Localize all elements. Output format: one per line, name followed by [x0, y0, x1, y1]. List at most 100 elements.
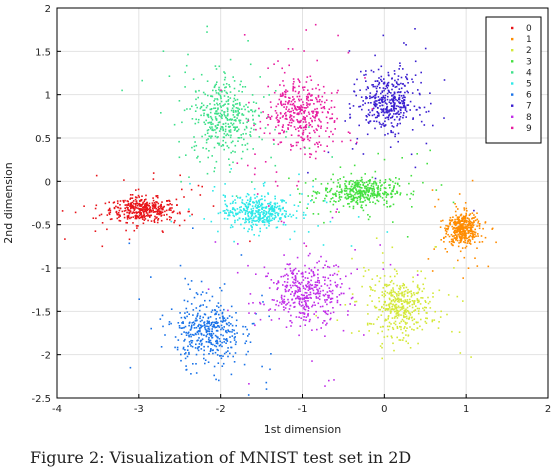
data-point — [240, 80, 242, 83]
data-point — [256, 224, 258, 226]
data-point — [137, 216, 140, 219]
data-point — [361, 207, 363, 209]
data-point — [229, 58, 232, 61]
data-point — [403, 290, 406, 293]
data-point — [222, 144, 224, 146]
data-point — [284, 268, 287, 270]
data-point — [371, 300, 373, 302]
data-point — [187, 283, 190, 286]
data-point — [256, 207, 258, 209]
data-point — [390, 292, 392, 295]
data-point — [452, 238, 454, 241]
data-point — [399, 193, 401, 196]
data-point — [303, 308, 306, 310]
data-point — [384, 102, 387, 104]
data-point — [130, 202, 132, 204]
data-point — [202, 104, 205, 107]
data-point — [228, 84, 230, 86]
data-point — [199, 340, 202, 343]
data-point — [163, 214, 165, 216]
data-point — [246, 142, 249, 145]
data-point — [197, 325, 200, 327]
data-point — [462, 241, 465, 243]
data-point — [369, 97, 371, 100]
data-point — [410, 295, 413, 298]
data-point — [150, 276, 152, 278]
data-point — [396, 123, 399, 125]
data-point — [258, 213, 260, 216]
data-point — [412, 81, 414, 83]
data-point — [330, 290, 332, 293]
data-point — [256, 195, 258, 198]
data-point — [170, 220, 173, 223]
data-point — [292, 281, 294, 283]
data-point — [390, 299, 393, 302]
data-point — [349, 196, 352, 198]
data-point — [452, 216, 454, 218]
data-point — [277, 280, 280, 282]
data-point — [223, 111, 225, 113]
data-point — [229, 210, 232, 212]
data-point — [214, 344, 216, 347]
data-point — [400, 320, 403, 323]
data-point — [270, 279, 273, 281]
data-point — [272, 210, 275, 213]
data-point — [393, 308, 396, 310]
data-point — [107, 209, 110, 212]
data-point — [293, 104, 295, 107]
data-point — [135, 189, 137, 191]
data-point — [323, 150, 326, 152]
data-point — [190, 327, 193, 329]
data-point — [223, 283, 226, 285]
data-point — [365, 119, 367, 121]
data-point — [324, 101, 326, 104]
data-point — [413, 318, 416, 320]
data-point — [320, 255, 322, 258]
data-point — [382, 261, 384, 264]
data-point — [408, 182, 410, 185]
data-point — [183, 331, 185, 333]
data-point — [374, 177, 377, 180]
data-point — [203, 313, 206, 315]
data-point — [217, 104, 219, 106]
data-point — [429, 149, 431, 152]
data-point — [407, 104, 410, 106]
data-point — [261, 198, 263, 200]
data-point — [261, 208, 264, 211]
data-point — [254, 110, 256, 113]
legend-label: 1 — [526, 35, 532, 45]
data-point — [134, 204, 137, 206]
data-point — [425, 322, 428, 324]
data-point — [224, 128, 227, 131]
data-point — [377, 193, 380, 195]
data-point — [365, 115, 368, 117]
data-point — [312, 185, 314, 188]
data-point — [303, 306, 306, 308]
data-point — [316, 261, 318, 264]
data-point — [347, 51, 350, 54]
data-point — [322, 276, 325, 278]
data-point — [216, 110, 218, 112]
data-point — [212, 123, 214, 125]
data-point — [351, 293, 354, 295]
data-point — [234, 336, 236, 338]
data-point — [358, 105, 360, 108]
data-point — [399, 192, 402, 194]
data-point — [354, 186, 356, 189]
data-point — [400, 91, 402, 93]
data-point — [400, 300, 402, 302]
data-point — [190, 188, 193, 191]
data-point — [406, 309, 409, 312]
data-point — [230, 346, 232, 349]
data-point — [292, 85, 295, 88]
data-point — [222, 334, 224, 337]
data-point — [327, 310, 329, 312]
data-point — [402, 282, 405, 285]
data-point — [195, 353, 198, 356]
data-point — [424, 300, 426, 302]
data-point — [213, 374, 215, 377]
data-point — [299, 106, 301, 109]
data-point — [224, 72, 226, 75]
data-point — [374, 180, 376, 183]
data-point — [324, 299, 326, 301]
